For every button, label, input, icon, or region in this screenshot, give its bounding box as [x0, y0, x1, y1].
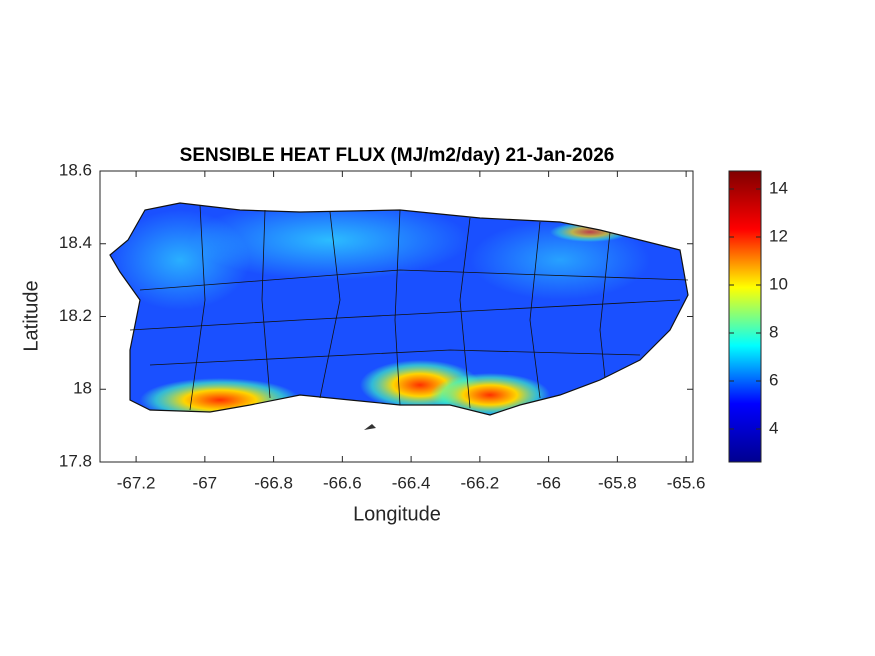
y-tick-label: 18.4 [59, 233, 92, 252]
colorbar [728, 170, 762, 463]
municipal-borders [129, 204, 689, 411]
x-tick-label: -66 [536, 473, 561, 492]
y-tick-label: 18.2 [59, 306, 92, 325]
colorbar-tick-label: 4 [769, 418, 778, 437]
y-axis-label: Latitude [20, 280, 42, 351]
y-tick-label: 17.8 [59, 451, 92, 470]
y-tick-label: 18 [73, 379, 92, 398]
colorbar-tick-label: 8 [769, 322, 778, 341]
colorbar-tick-label: 10 [769, 274, 788, 293]
x-tick-label: -66.8 [254, 473, 293, 492]
colorbar-tick-label: 14 [769, 178, 788, 197]
x-axis-label: Longitude [353, 503, 441, 525]
chart-title: SENSIBLE HEAT FLUX (MJ/m2/day) 21-Jan-20… [180, 145, 615, 166]
small-island [364, 424, 376, 430]
y-tick-label: 18.6 [59, 160, 92, 179]
x-tick-label: -67.2 [117, 473, 156, 492]
colorbar-tick-label: 12 [769, 226, 788, 245]
x-tick-label: -66.4 [392, 473, 431, 492]
x-tick-label: -66.6 [323, 473, 362, 492]
x-tick-label: -67 [193, 473, 218, 492]
x-tick-label: -65.6 [667, 473, 706, 492]
x-tick-label: -65.8 [598, 473, 637, 492]
colorbar-tick-label: 6 [769, 370, 778, 389]
x-tick-label: -66.2 [460, 473, 499, 492]
